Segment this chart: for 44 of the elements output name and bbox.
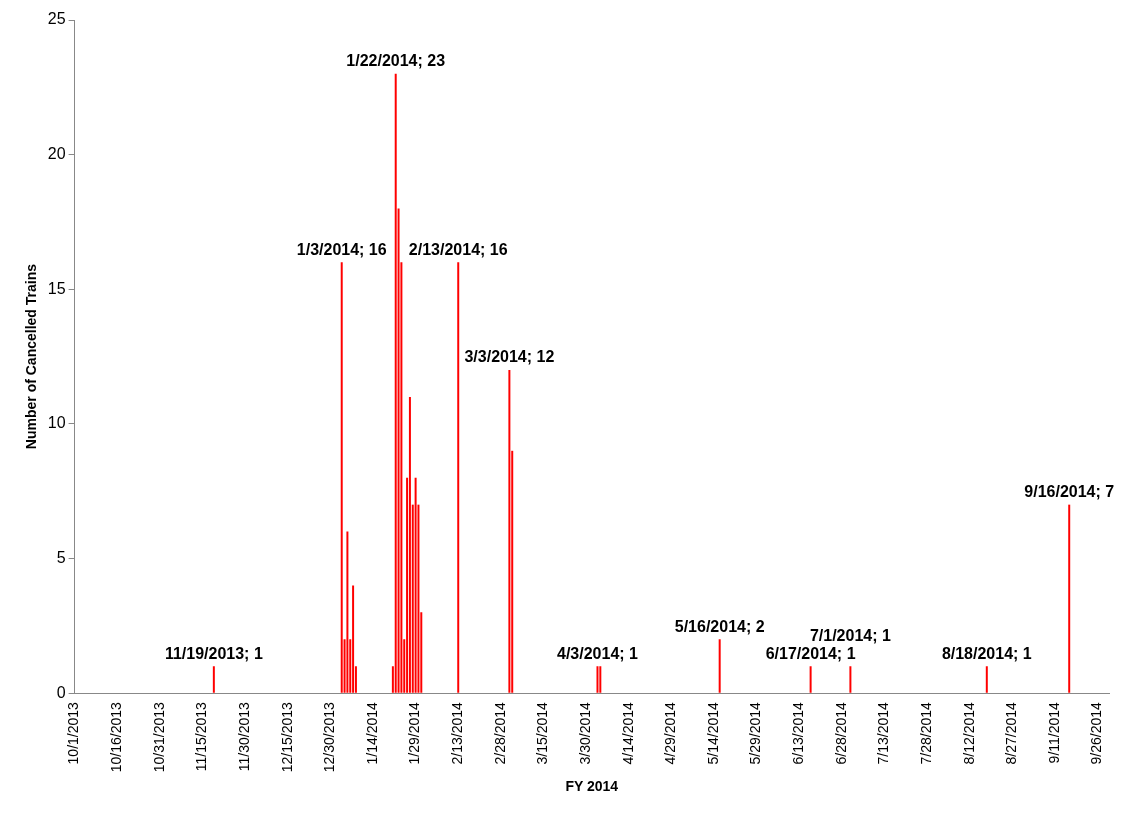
data-label: 11/19/2013; 1 xyxy=(164,644,263,662)
x-axis-title: FY 2014 xyxy=(565,778,619,795)
x-tick-label: 1/29/2014 xyxy=(406,701,423,765)
data-label: 5/16/2014; 2 xyxy=(674,617,765,635)
y-tick-label: 10 xyxy=(47,414,66,432)
x-tick-label: 9/11/2014 xyxy=(1045,701,1062,764)
x-tick-label: 8/12/2014 xyxy=(960,701,977,765)
x-tick-label: 4/29/2014 xyxy=(662,701,679,765)
x-tick-label: 3/30/2014 xyxy=(576,701,593,765)
x-tick-label: 6/13/2014 xyxy=(790,701,807,765)
data-label: 4/3/2014; 1 xyxy=(557,644,639,662)
x-tick-label: 9/26/2014 xyxy=(1088,701,1105,765)
data-label: 8/18/2014; 1 xyxy=(941,644,1032,662)
x-tick-label: 5/29/2014 xyxy=(747,701,764,765)
x-tick-label: 12/30/2013 xyxy=(321,701,338,773)
y-tick-label: 15 xyxy=(47,279,66,297)
data-label: 1/22/2014; 23 xyxy=(346,52,446,70)
x-tick-label: 10/31/2013 xyxy=(150,701,167,773)
data-label: 6/17/2014; 1 xyxy=(765,644,856,662)
x-tick-label: 10/1/2013 xyxy=(65,701,82,765)
x-tick-label: 2/13/2014 xyxy=(449,701,466,765)
y-axis-title: Number of Cancelled Trains xyxy=(23,263,40,450)
x-tick-label: 4/14/2014 xyxy=(619,701,636,765)
data-label: 1/3/2014; 16 xyxy=(296,240,387,258)
x-tick-label: 7/13/2014 xyxy=(875,701,892,765)
y-tick-label: 20 xyxy=(47,145,66,163)
data-label: 7/1/2014; 1 xyxy=(809,626,891,644)
x-tick-label: 11/30/2013 xyxy=(235,701,252,772)
x-tick-label: 6/28/2014 xyxy=(832,701,849,765)
y-tick-label: 0 xyxy=(56,683,66,701)
x-tick-label: 2/28/2014 xyxy=(491,701,508,765)
x-tick-label: 7/28/2014 xyxy=(917,701,934,765)
y-tick-label: 5 xyxy=(56,548,66,566)
y-tick-label: 25 xyxy=(47,10,66,28)
x-tick-label: 12/15/2013 xyxy=(278,701,295,773)
x-tick-label: 1/14/2014 xyxy=(363,701,380,765)
data-label: 9/16/2014; 7 xyxy=(1024,483,1115,501)
x-tick-label: 11/15/2013 xyxy=(193,701,210,772)
x-tick-label: 8/27/2014 xyxy=(1003,701,1020,765)
x-tick-label: 10/16/2013 xyxy=(108,701,125,773)
data-label: 3/3/2014; 12 xyxy=(464,348,555,366)
data-label: 2/13/2014; 16 xyxy=(408,240,508,258)
x-tick-label: 5/14/2014 xyxy=(704,701,721,765)
x-tick-label: 3/15/2014 xyxy=(534,701,551,765)
